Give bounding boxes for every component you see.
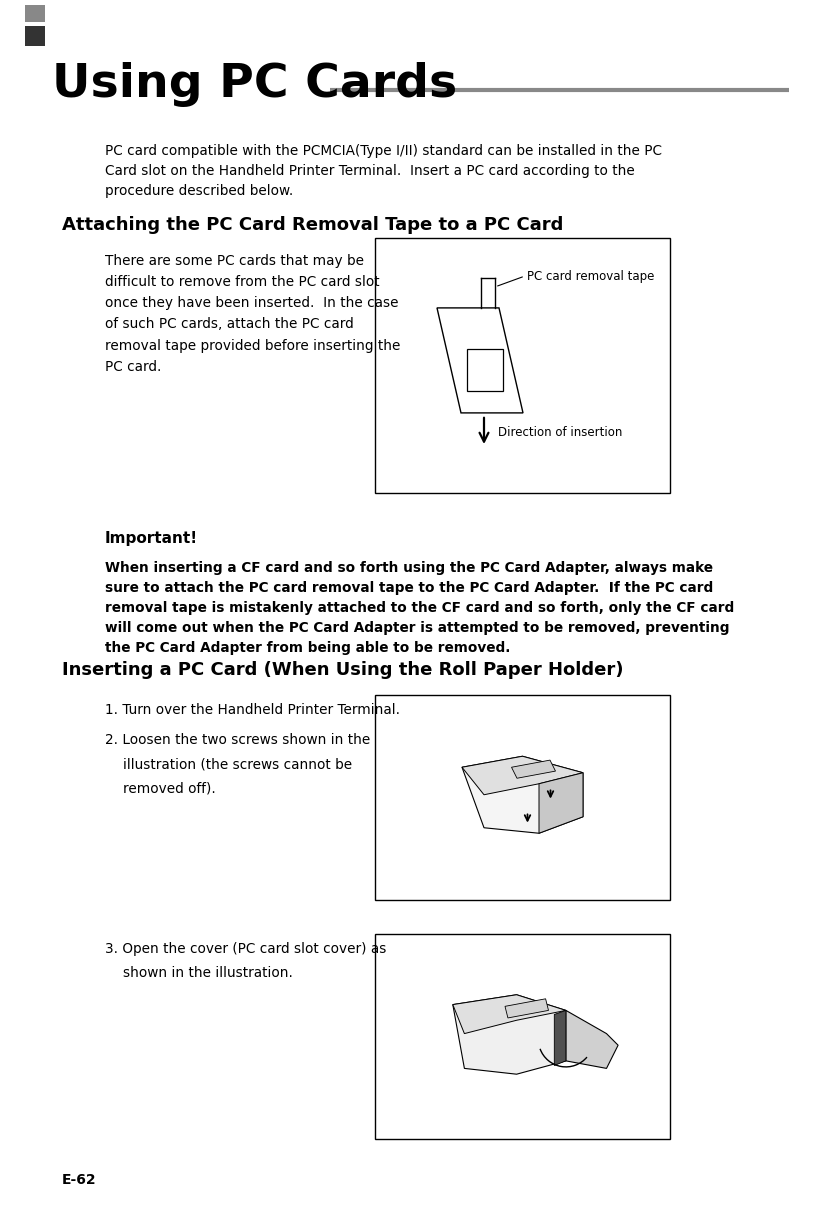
Text: Using PC Cards: Using PC Cards: [52, 61, 458, 107]
Text: illustration (the screws cannot be: illustration (the screws cannot be: [123, 757, 352, 771]
Bar: [25, 5, 45, 22]
Text: Attaching the PC Card Removal Tape to a PC Card: Attaching the PC Card Removal Tape to a …: [62, 216, 564, 234]
Polygon shape: [505, 999, 548, 1018]
Text: PC card removal tape: PC card removal tape: [527, 270, 654, 282]
Text: Direction of insertion: Direction of insertion: [498, 427, 623, 440]
Text: shown in the illustration.: shown in the illustration.: [123, 966, 292, 980]
Text: Important!: Important!: [105, 531, 199, 546]
Text: PC card compatible with the PCMCIA(Type I/II) standard can be installed in the P: PC card compatible with the PCMCIA(Type …: [105, 145, 662, 198]
Text: When inserting a CF card and so forth using the PC Card Adapter, always make
sur: When inserting a CF card and so forth us…: [105, 562, 734, 656]
Text: removed off).: removed off).: [123, 781, 216, 795]
Polygon shape: [566, 1011, 618, 1069]
Bar: [375, 934, 670, 1139]
Bar: [375, 239, 670, 493]
Text: 2. Loosen the two screws shown in the: 2. Loosen the two screws shown in the: [105, 733, 370, 747]
Text: Inserting a PC Card (When Using the Roll Paper Holder): Inserting a PC Card (When Using the Roll…: [62, 662, 623, 678]
Polygon shape: [437, 308, 523, 413]
Polygon shape: [539, 772, 583, 833]
Text: There are some PC cards that may be
difficult to remove from the PC card slot
on: There are some PC cards that may be diff…: [105, 254, 400, 374]
Polygon shape: [554, 1011, 566, 1065]
Text: 1. Turn over the Handheld Printer Terminal.: 1. Turn over the Handheld Printer Termin…: [105, 703, 400, 717]
Polygon shape: [462, 757, 583, 795]
Polygon shape: [453, 995, 566, 1034]
Bar: [375, 695, 670, 900]
Bar: [25, 27, 45, 46]
Text: E-62: E-62: [62, 1172, 96, 1187]
Polygon shape: [462, 757, 583, 833]
Polygon shape: [511, 760, 556, 778]
Bar: [467, 349, 503, 392]
Polygon shape: [453, 995, 566, 1074]
Text: 3. Open the cover (PC card slot cover) as: 3. Open the cover (PC card slot cover) a…: [105, 942, 386, 956]
